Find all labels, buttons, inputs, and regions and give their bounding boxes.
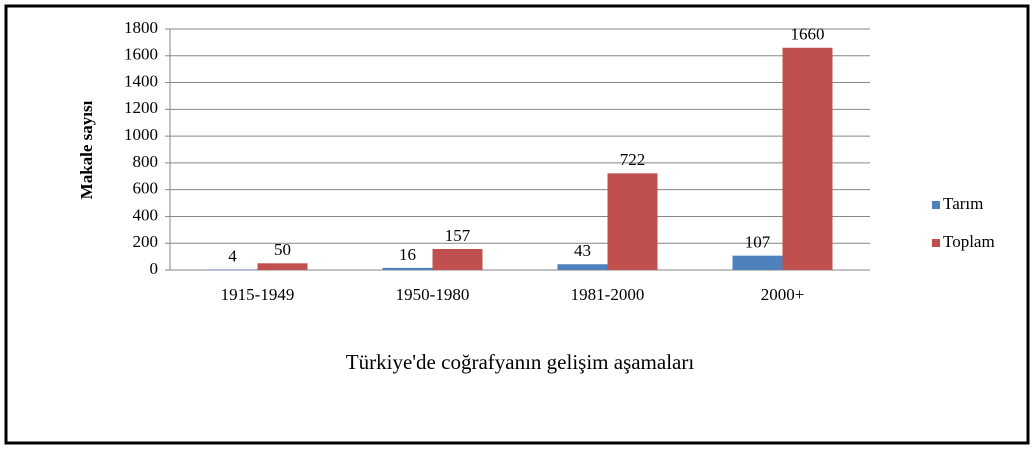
y-tick-label: 0 (150, 259, 159, 278)
y-tick-label: 1000 (124, 125, 158, 144)
x-tick-label: 1981-2000 (571, 285, 645, 304)
bar (607, 173, 658, 270)
y-tick-label: 1800 (124, 18, 158, 37)
y-tick-label: 800 (133, 152, 159, 171)
bar (207, 269, 258, 270)
data-label: 43 (574, 241, 591, 260)
bar (782, 47, 833, 270)
x-axis-title: Türkiye'de coğrafyanın gelişim aşamaları (346, 350, 695, 374)
bar (557, 264, 608, 270)
data-label: 4 (228, 246, 237, 265)
bar (257, 263, 308, 270)
y-tick-label: 200 (133, 232, 159, 251)
data-label: 157 (445, 226, 471, 245)
bar (382, 267, 433, 270)
y-tick-label: 1400 (124, 71, 158, 90)
y-tick-label: 600 (133, 179, 159, 198)
y-tick-label: 1200 (124, 98, 158, 117)
legend-swatch (932, 201, 940, 209)
x-tick-label: 1950-1980 (396, 285, 470, 304)
y-tick-label: 1600 (124, 45, 158, 64)
y-axis-title: Makale sayısı (77, 100, 96, 199)
data-label: 107 (745, 233, 771, 252)
data-label: 16 (399, 245, 416, 264)
y-tick-label: 400 (133, 205, 159, 224)
legend-label: Tarım (943, 194, 983, 213)
legend-swatch (932, 239, 940, 247)
data-label: 722 (620, 150, 646, 169)
x-tick-label: 2000+ (761, 285, 805, 304)
x-tick-label: 1915-1949 (221, 285, 295, 304)
legend-label: Toplam (943, 232, 995, 251)
chart-border (4, 4, 1030, 445)
bar (732, 255, 783, 270)
data-label: 1660 (791, 25, 825, 44)
bar (432, 248, 483, 270)
data-label: 50 (274, 240, 291, 259)
